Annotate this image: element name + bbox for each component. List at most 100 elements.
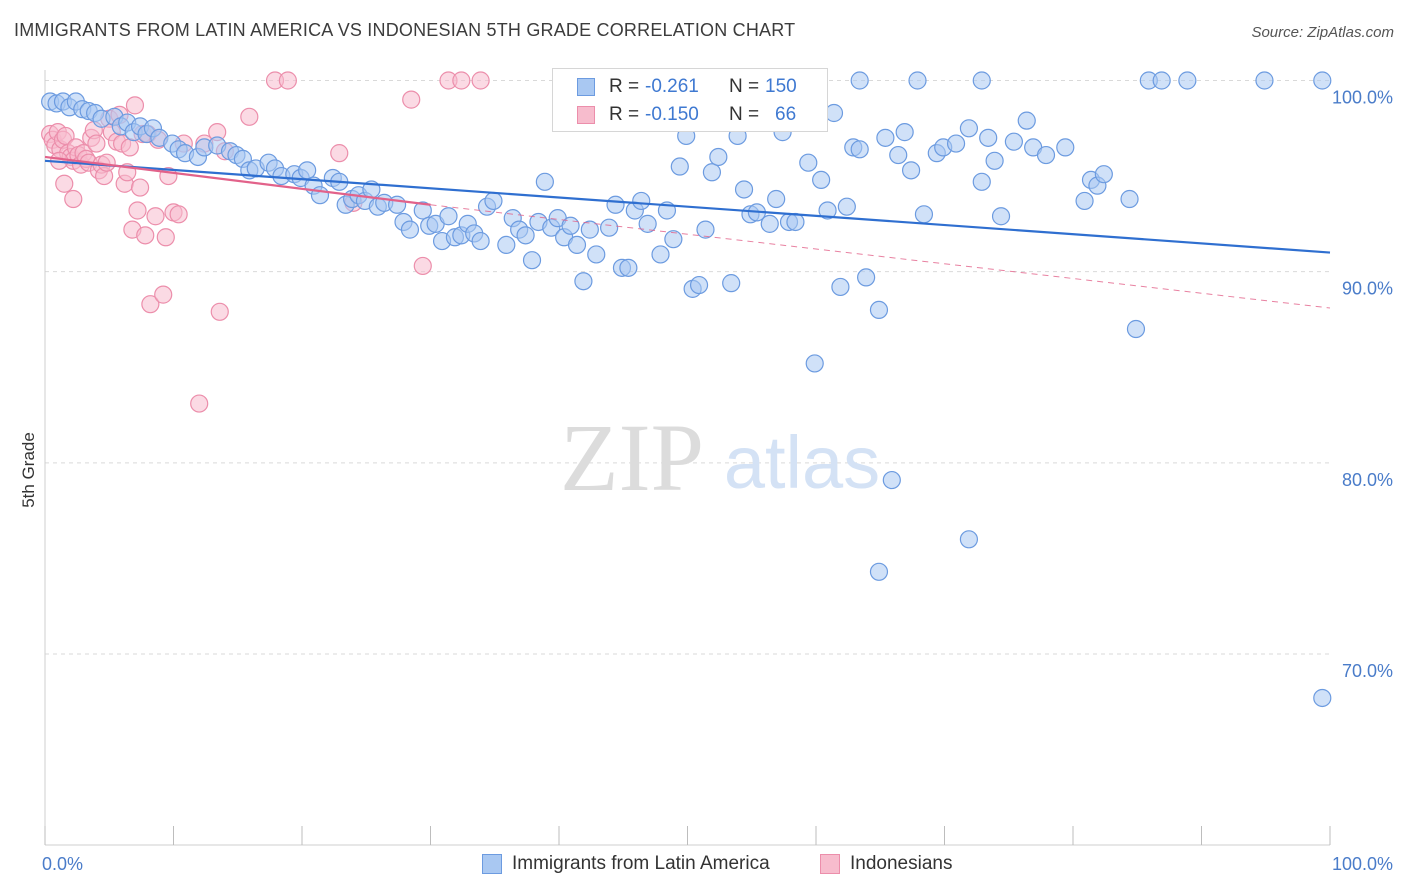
latin-america-point <box>587 245 606 264</box>
tick-labels: 70.0% 80.0% 90.0% 100.0% 0.0% 100.0% <box>42 88 1393 875</box>
indonesians-point <box>130 178 150 197</box>
latin-america-point <box>439 207 458 226</box>
latin-america-point <box>946 134 966 153</box>
pink-r-value: -0.150 <box>645 104 699 125</box>
y-axis-label: 5th Grade <box>19 432 38 508</box>
indonesians-point <box>154 285 173 304</box>
n-label: N = <box>729 76 760 97</box>
latin-america-trend-line <box>44 159 1331 254</box>
legend-row-blue: R = -0.261 N = 150 <box>553 73 827 101</box>
latin-america-point <box>522 251 542 270</box>
latin-america-point <box>850 140 869 159</box>
indonesians-point <box>452 71 471 90</box>
latin-america-point <box>638 214 657 233</box>
latin-america-point <box>696 220 715 239</box>
indonesians-point <box>55 174 74 193</box>
latin-america-point <box>760 214 779 233</box>
latin-america-point <box>972 172 991 191</box>
latin-america-point <box>516 226 535 245</box>
indonesians-point <box>136 226 155 245</box>
latin-america-point <box>619 258 638 277</box>
latin-america-point <box>786 212 805 232</box>
latin-america-point <box>1036 145 1056 165</box>
latin-america-point <box>497 235 516 255</box>
latin-america-point <box>1152 71 1171 90</box>
latin-america-point <box>1178 71 1197 90</box>
r-label: R = <box>609 76 640 97</box>
indonesians-point <box>278 71 297 90</box>
latin-america-point <box>298 161 317 180</box>
indonesians-trend-line <box>44 155 431 206</box>
y-tick-label: 90.0% <box>1342 279 1393 299</box>
chart-title: IMMIGRANTS FROM LATIN AMERICA VS INDONES… <box>14 20 796 40</box>
watermark: ZIP atlas <box>560 404 880 511</box>
indonesians-point <box>125 96 145 115</box>
latin-america-point <box>734 180 754 199</box>
blue-r-value: -0.261 <box>645 76 699 97</box>
trend-lines <box>44 155 1331 309</box>
latin-america-point <box>632 191 651 211</box>
indonesians-point <box>146 207 165 226</box>
indonesians-point <box>169 205 188 224</box>
watermark-zip: ZIP <box>560 404 704 511</box>
indonesians-point <box>141 295 160 314</box>
pink-swatch <box>820 854 840 874</box>
latin-america-point <box>1004 132 1023 151</box>
indonesians-point <box>87 134 106 153</box>
indonesians-point <box>210 302 229 321</box>
latin-america-point <box>857 268 876 287</box>
n-label: N = <box>729 104 760 125</box>
latin-america-point <box>901 161 921 180</box>
latin-america-point <box>1094 165 1113 184</box>
r-label: R = <box>609 104 640 125</box>
source-label: Source: ZipAtlas.com <box>1251 24 1394 41</box>
latin-america-point <box>722 274 741 293</box>
indonesians-trend-extension <box>430 204 1331 309</box>
latin-america-point <box>1056 138 1075 157</box>
latin-america-point <box>580 220 599 239</box>
latin-america-point <box>985 151 1004 170</box>
indonesians-point <box>240 107 259 126</box>
latin-america-point <box>709 147 728 167</box>
latin-america-point <box>805 354 824 373</box>
latin-america-point <box>959 119 979 138</box>
latin-america-point <box>895 123 914 142</box>
latin-america-point <box>600 218 619 237</box>
latin-america-point <box>882 470 901 490</box>
blue-swatch <box>482 854 502 874</box>
latin-america-point <box>799 153 818 172</box>
indonesians-point <box>120 138 139 157</box>
legend-item-indonesians[interactable]: Indonesians <box>820 853 952 875</box>
latin-america-point <box>850 71 869 90</box>
indonesians-point <box>64 189 83 209</box>
latin-america-point <box>1313 71 1332 90</box>
indonesians-point <box>128 201 147 220</box>
latin-america-point <box>837 197 856 216</box>
latin-america-point <box>484 191 503 211</box>
latin-america-point <box>869 300 889 319</box>
stats-legend: R = -0.261 N = 150 R = -0.150 N = 66 <box>552 68 828 132</box>
blue-swatch <box>577 78 595 96</box>
pink-swatch <box>577 106 595 124</box>
latin-america-point <box>702 163 722 182</box>
latin-america-point <box>991 207 1011 226</box>
latin-america-point <box>831 277 850 297</box>
indonesians-point <box>97 153 116 172</box>
latin-america-point <box>767 189 786 209</box>
latin-america-point <box>1017 111 1036 130</box>
latin-america-point <box>606 195 625 214</box>
latin-america-point <box>876 128 895 147</box>
legend-item-latin-america[interactable]: Immigrants from Latin America <box>482 853 770 875</box>
indonesians-point <box>330 144 349 163</box>
indonesians-point <box>413 256 432 276</box>
watermark-atlas: atlas <box>724 421 880 504</box>
latin-america-point <box>824 103 844 123</box>
blue-n-value: 150 <box>765 76 797 97</box>
latin-america-point <box>413 201 432 220</box>
latin-america-point <box>1126 319 1146 339</box>
latin-america-point <box>1120 189 1139 209</box>
indonesians-point <box>190 394 209 413</box>
latin-america-point <box>908 71 927 90</box>
latin-america-point <box>689 275 709 295</box>
